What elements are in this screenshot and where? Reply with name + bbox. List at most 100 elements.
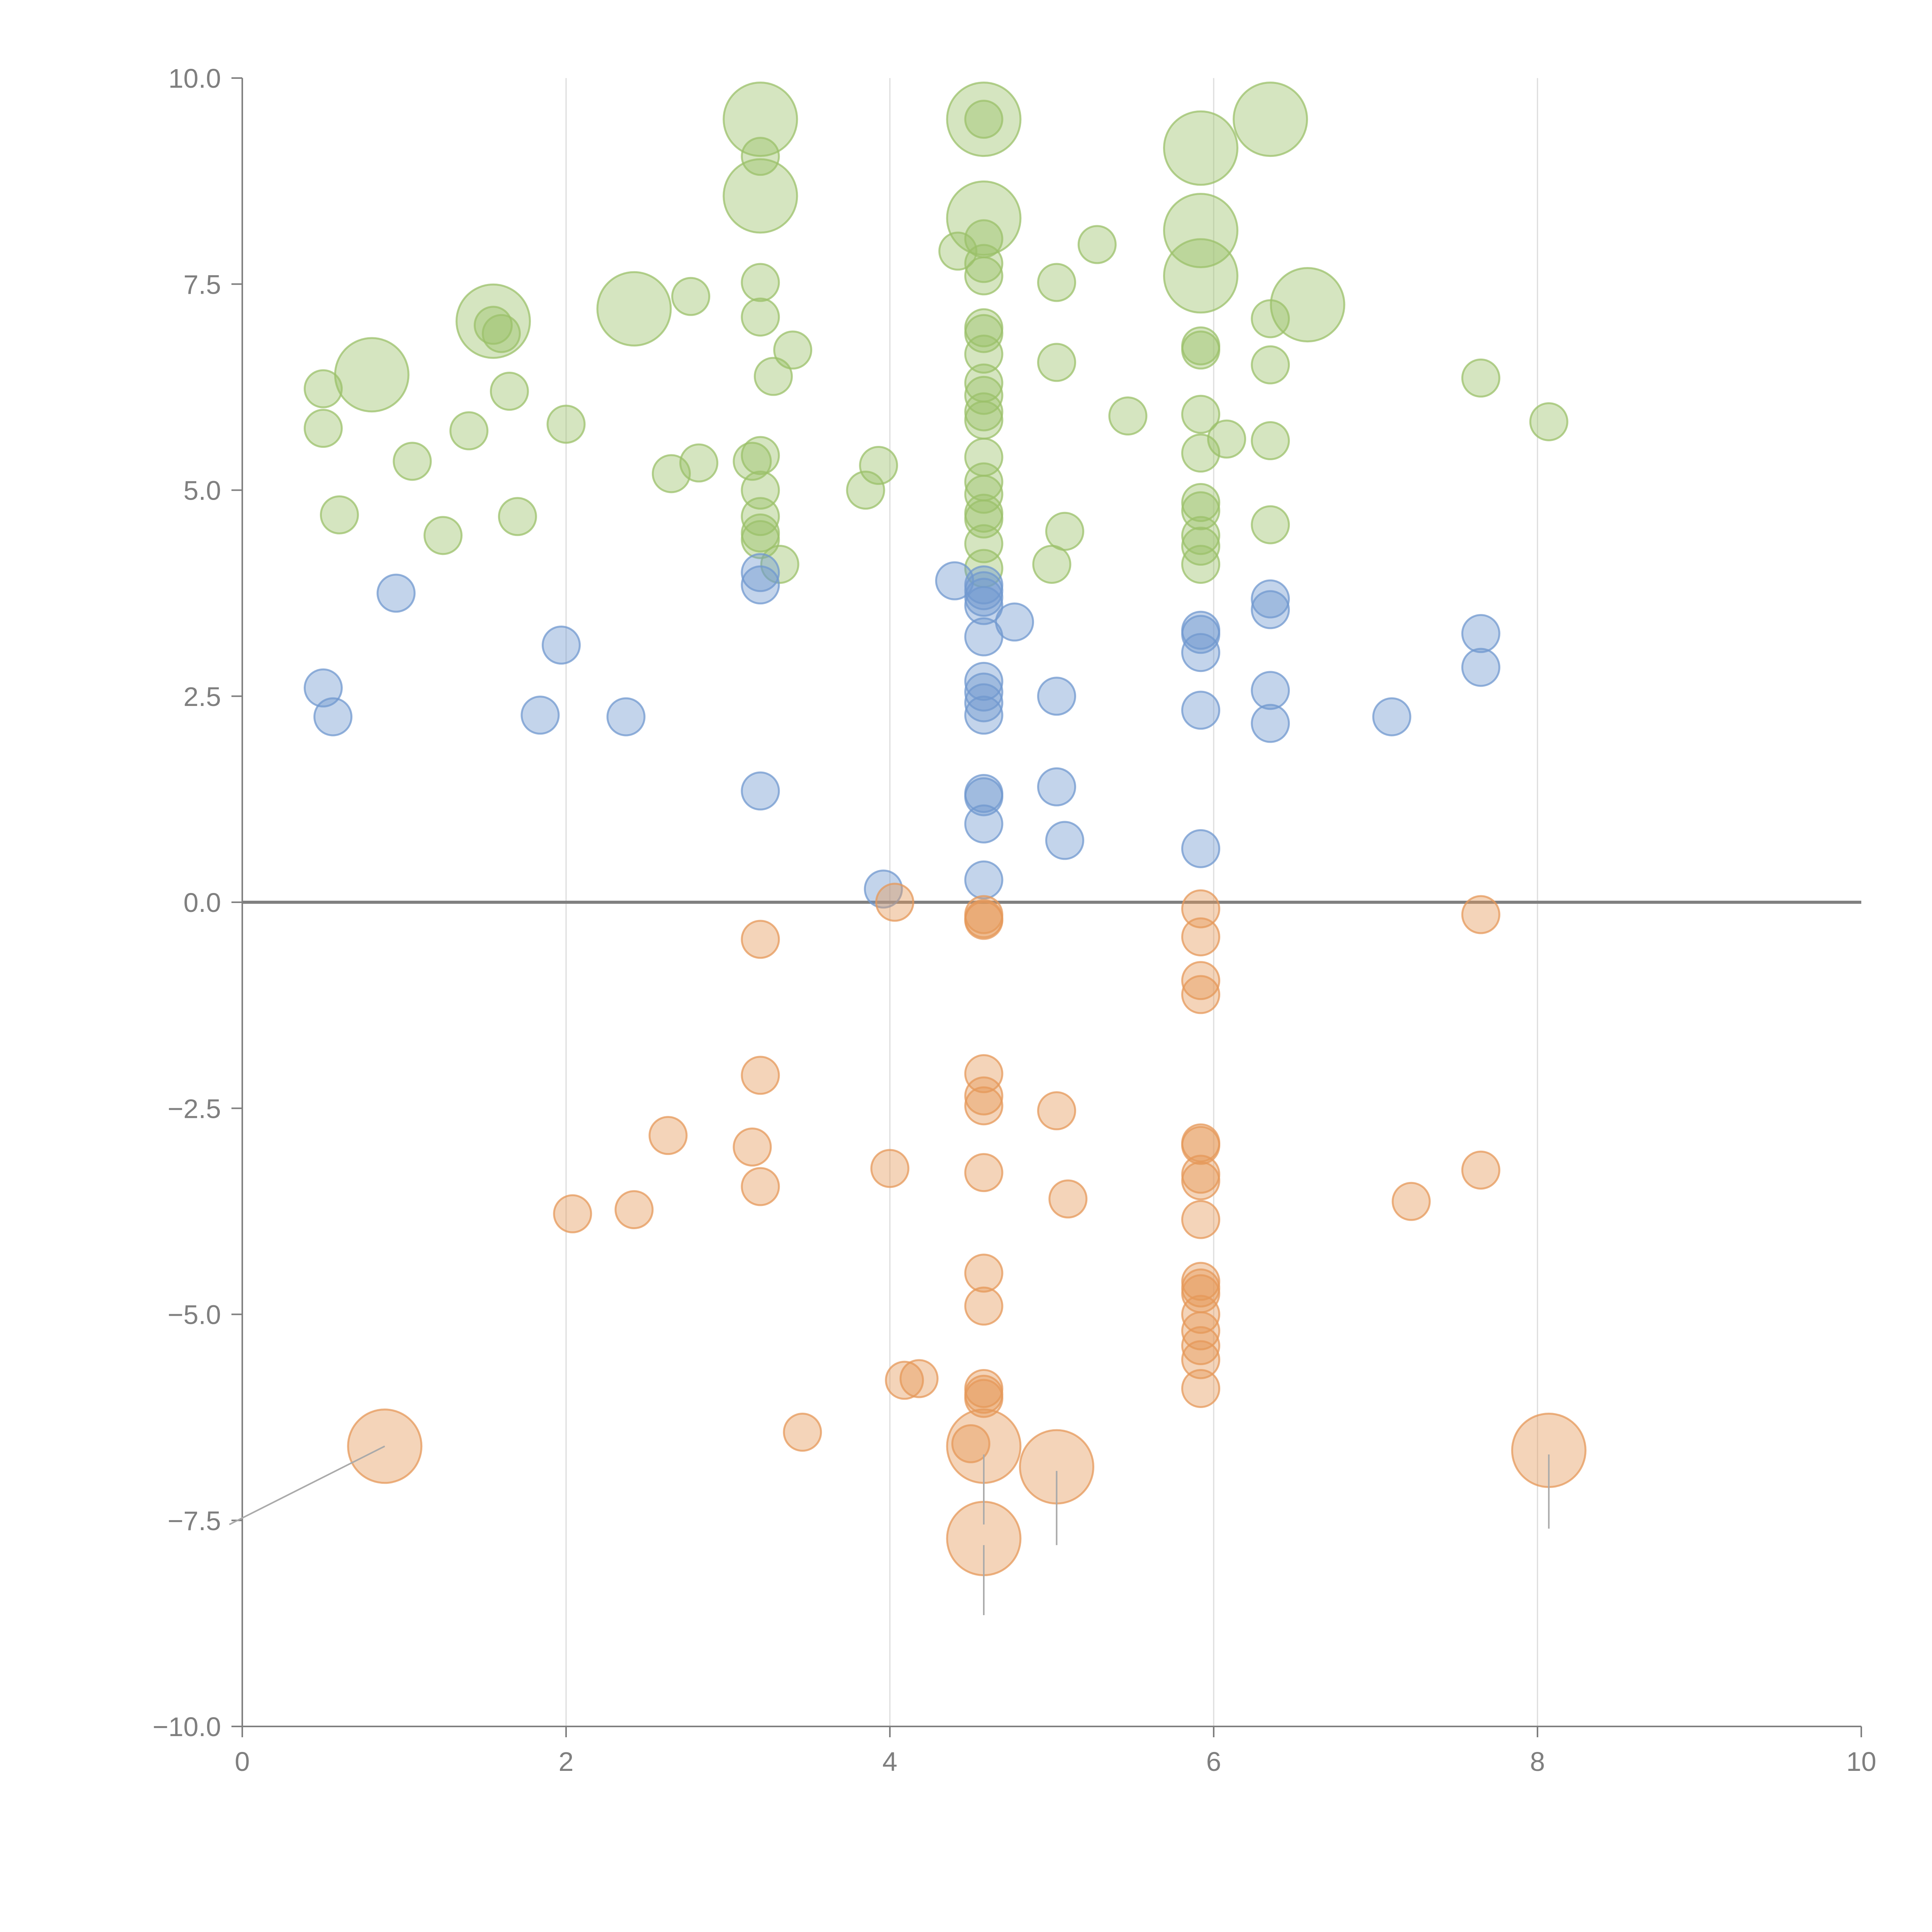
data-point-green xyxy=(741,137,780,176)
data-point-blue xyxy=(313,697,353,736)
y-tick-label: −2.5 xyxy=(168,1094,221,1124)
data-point-green xyxy=(1181,516,1220,555)
data-point-green xyxy=(490,372,529,411)
series-blue xyxy=(304,553,1500,909)
data-point-green xyxy=(304,409,343,448)
data-point-blue xyxy=(964,578,1003,617)
data-point-orange xyxy=(783,1413,822,1452)
data-point-orange xyxy=(1181,1161,1220,1201)
data-point-green xyxy=(1045,512,1085,551)
annotation-leader-line xyxy=(229,1445,385,1526)
data-point-blue xyxy=(964,672,1003,712)
data-point-green xyxy=(1181,434,1220,473)
data-point-orange xyxy=(1181,961,1220,1000)
data-point-orange xyxy=(1181,1340,1220,1379)
data-point-orange xyxy=(964,901,1003,940)
data-point-blue xyxy=(964,804,1003,844)
data-point-green xyxy=(964,244,1003,283)
data-point-orange xyxy=(741,1056,780,1095)
data-point-green xyxy=(859,446,898,485)
data-point-blue xyxy=(964,617,1003,656)
data-point-green xyxy=(1037,343,1077,382)
data-point-green xyxy=(964,314,1003,353)
data-point-blue xyxy=(1372,697,1412,736)
data-point-blue xyxy=(376,573,416,613)
annotation-leaders xyxy=(229,1445,1550,1616)
data-point-green xyxy=(964,256,1003,296)
data-point-blue xyxy=(1045,821,1085,860)
data-point-blue xyxy=(304,668,343,707)
data-point-green xyxy=(1163,193,1238,269)
x-tick-label: 10 xyxy=(1846,1747,1876,1777)
data-point-blue xyxy=(964,586,1003,625)
data-point-blue xyxy=(1251,590,1290,629)
data-point-green xyxy=(1163,110,1238,186)
data-point-blue xyxy=(964,683,1003,723)
data-point-orange xyxy=(1181,1295,1220,1334)
data-point-blue xyxy=(1461,648,1500,687)
x-tick-label: 8 xyxy=(1530,1747,1545,1777)
data-point-green xyxy=(741,298,780,337)
data-point-blue xyxy=(1037,767,1077,806)
y-tick-label: −7.5 xyxy=(168,1506,221,1536)
series-green xyxy=(304,82,1568,588)
data-point-blue xyxy=(1251,671,1290,710)
data-point-orange xyxy=(1181,1326,1220,1366)
data-point-blue xyxy=(964,777,1003,816)
data-points xyxy=(304,82,1587,1577)
data-point-blue xyxy=(1251,579,1290,619)
axes xyxy=(231,77,1862,1737)
data-point-green xyxy=(481,314,521,353)
data-point-orange xyxy=(1181,1200,1220,1239)
data-point-green xyxy=(773,330,813,370)
data-point-blue xyxy=(1461,614,1500,653)
data-point-green xyxy=(1251,299,1290,338)
data-point-orange xyxy=(1181,975,1220,1014)
data-point-green xyxy=(760,544,799,584)
data-point-orange xyxy=(1461,1150,1500,1190)
data-point-green xyxy=(449,411,489,451)
data-point-orange xyxy=(875,883,915,922)
data-point-green xyxy=(304,369,343,408)
data-point-orange xyxy=(614,1190,654,1230)
data-point-blue xyxy=(606,697,646,736)
y-tick-label: 0.0 xyxy=(184,888,221,918)
data-point-green xyxy=(946,82,1022,157)
data-point-green xyxy=(1251,421,1290,461)
data-point-orange xyxy=(1037,1091,1077,1131)
data-point-blue xyxy=(1181,829,1220,868)
data-point-green xyxy=(651,454,691,493)
data-point-orange xyxy=(1461,895,1500,934)
data-point-orange xyxy=(964,1086,1003,1126)
data-point-blue xyxy=(741,553,780,592)
x-tick-label: 4 xyxy=(883,1747,898,1777)
data-point-green xyxy=(964,100,1003,139)
data-point-green xyxy=(596,271,672,347)
data-point-orange xyxy=(648,1116,688,1155)
data-point-green xyxy=(964,335,1003,374)
data-point-orange xyxy=(1181,1311,1220,1350)
data-point-blue xyxy=(1251,704,1290,743)
data-point-blue xyxy=(864,869,903,909)
data-point-orange xyxy=(885,1361,924,1400)
y-tick-label: 2.5 xyxy=(184,682,221,712)
data-point-green xyxy=(1251,345,1290,384)
data-point-green xyxy=(473,306,513,345)
data-point-green xyxy=(938,231,978,271)
data-point-green xyxy=(733,442,772,481)
data-point-green xyxy=(1251,505,1290,544)
data-point-green xyxy=(546,405,586,444)
data-point-green xyxy=(741,263,780,302)
series-orange xyxy=(347,883,1587,1577)
data-point-orange xyxy=(1181,1126,1220,1165)
data-point-blue xyxy=(1181,633,1220,672)
data-point-green xyxy=(1032,544,1071,584)
y-tick-label: 5.0 xyxy=(184,476,221,506)
data-point-orange xyxy=(870,1149,910,1188)
data-point-green xyxy=(1529,402,1568,441)
data-point-orange xyxy=(1181,917,1220,957)
data-point-green xyxy=(498,497,537,536)
data-point-green xyxy=(753,357,793,396)
x-tick-label: 6 xyxy=(1206,1747,1221,1777)
